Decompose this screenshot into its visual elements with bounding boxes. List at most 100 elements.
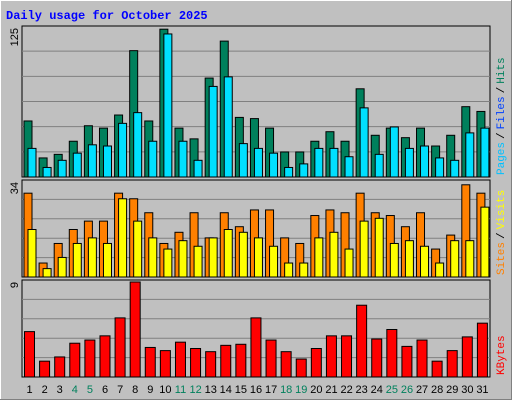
bar (148, 237, 158, 278)
legend-label: KBytes (496, 335, 508, 375)
bar (27, 229, 37, 278)
bar (193, 245, 203, 278)
bar (344, 248, 354, 278)
bar (310, 348, 322, 378)
bar (450, 159, 460, 178)
bar (114, 317, 126, 378)
bar (178, 240, 188, 278)
bar (450, 240, 460, 278)
chart-title: Daily usage for October 2025 (6, 9, 208, 23)
legend-label: Files (496, 96, 508, 129)
x-tick-label: 9 (147, 384, 153, 396)
bar (386, 329, 398, 378)
x-tick-label: 2 (42, 384, 48, 396)
legend-label: Pages (496, 142, 508, 175)
x-tick-label: 3 (57, 384, 63, 396)
legend-label: Sites (496, 242, 508, 275)
x-tick-label: 26 (401, 384, 413, 396)
bar (356, 304, 368, 378)
bar (27, 147, 37, 178)
bar (416, 339, 428, 378)
bar (69, 342, 81, 378)
bar (465, 132, 475, 178)
bar (223, 229, 233, 278)
bar (480, 127, 490, 178)
bar (344, 156, 354, 178)
bar (389, 242, 399, 278)
legend: KBytes (496, 335, 508, 375)
bar (208, 237, 218, 278)
x-tick-label: 18 (280, 384, 292, 396)
bar (102, 145, 112, 178)
bar (87, 237, 97, 278)
legend-label: Visits (496, 190, 508, 230)
bar (325, 335, 337, 378)
x-tick-label: 27 (416, 384, 428, 396)
bar (99, 335, 111, 378)
bar (87, 144, 97, 178)
x-tick-label: 31 (476, 384, 488, 396)
bar (148, 140, 158, 178)
bar (208, 85, 218, 178)
bar (341, 335, 353, 378)
bar (374, 153, 384, 178)
x-tick-label: 14 (220, 384, 232, 396)
y-tick-label: 34 (9, 182, 21, 194)
bar (159, 350, 171, 378)
bar (250, 317, 262, 378)
x-tick-label: 22 (340, 384, 352, 396)
x-tick-label: 5 (87, 384, 93, 396)
bar (280, 351, 292, 378)
bar (299, 262, 309, 278)
bar (205, 351, 217, 378)
bar (404, 240, 414, 278)
x-tick-label: 30 (461, 384, 473, 396)
bar (24, 331, 35, 378)
bar (235, 343, 247, 378)
bar (314, 237, 324, 278)
bar (461, 336, 473, 378)
x-tick-label: 8 (132, 384, 138, 396)
x-tick-label: 20 (310, 384, 322, 396)
bar (435, 157, 445, 178)
x-tick-label: 29 (446, 384, 458, 396)
x-tick-label: 6 (102, 384, 108, 396)
x-tick-label: 28 (431, 384, 443, 396)
bar (420, 245, 430, 278)
bar (265, 339, 277, 378)
bar (435, 262, 445, 278)
bar (57, 256, 67, 278)
x-tick-label: 19 (295, 384, 307, 396)
legend: Pages / Files / Hits (496, 57, 508, 175)
x-tick-label: 15 (235, 384, 247, 396)
bar (420, 145, 430, 178)
bar (476, 322, 488, 378)
bar (220, 344, 232, 378)
bar (133, 220, 143, 278)
legend: Sites / Visits (496, 190, 508, 275)
bar (389, 126, 399, 178)
x-tick-label: 17 (265, 384, 277, 396)
x-tick-label: 12 (189, 384, 201, 396)
bar (174, 341, 186, 378)
bar (431, 360, 443, 378)
bar (193, 159, 203, 178)
y-tick-label: 125 (9, 28, 21, 46)
bar (404, 147, 414, 178)
bar (359, 107, 369, 178)
bar (480, 206, 490, 278)
x-tick-label: 23 (356, 384, 368, 396)
bar (284, 166, 294, 178)
bar (238, 231, 248, 278)
x-tick-label: 24 (371, 384, 383, 396)
bar (163, 248, 173, 278)
x-tick-label: 4 (72, 384, 78, 396)
bar (329, 147, 339, 178)
bar (72, 242, 82, 278)
x-tick-label: 7 (117, 384, 123, 396)
bar (371, 338, 383, 378)
bar (144, 346, 156, 378)
bar (72, 152, 82, 178)
bar (253, 147, 263, 178)
